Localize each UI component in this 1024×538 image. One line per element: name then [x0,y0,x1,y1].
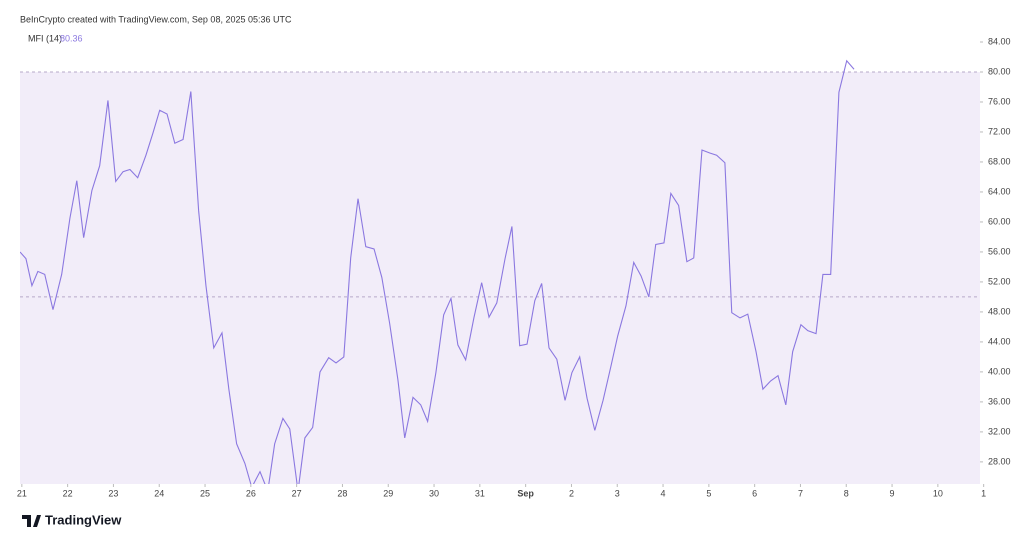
legend-value: 80.36 [60,33,83,43]
x-tick-label: 29 [383,488,393,498]
x-tick-label: 4 [661,488,666,498]
y-tick-label: 68.00 [988,156,1011,166]
y-tick-label: 64.00 [988,186,1011,196]
x-tick-label: 26 [246,488,256,498]
x-tick-label: 2 [569,488,574,498]
y-tick-label: 80.00 [988,66,1011,76]
mfi-line [20,59,855,484]
x-tick-label: 8 [844,488,849,498]
band-fill [20,71,980,485]
x-tick-label: 22 [63,488,73,498]
x-tick-label: 21 [17,488,27,498]
y-tick-label: 76.00 [988,96,1011,106]
y-tick-label: 60.00 [988,216,1011,226]
x-tick-label: 3 [615,488,620,498]
y-tick-label: 44.00 [988,336,1011,346]
x-tick-label: 6 [752,488,757,498]
x-tick-label: 31 [475,488,485,498]
legend-label: MFI (14) [28,33,62,43]
x-tick-label: 10 [933,488,943,498]
x-tick-label: 9 [890,488,895,498]
y-tick-label: 40.00 [988,366,1011,376]
x-tick-label: 23 [108,488,118,498]
chart-header: BeInCrypto created with TradingView.com,… [20,14,292,24]
x-tick-label: 5 [706,488,711,498]
x-tick-label: 24 [154,488,164,498]
x-tick-label: 7 [798,488,803,498]
y-tick-label: 72.00 [988,126,1011,136]
watermark-logo: TradingView [22,512,122,527]
y-tick-label: 48.00 [988,306,1011,316]
y-tick-label: 32.00 [988,426,1011,436]
logo-text: TradingView [45,512,122,527]
y-tick-label: 28.00 [988,456,1011,466]
y-tick-label: 36.00 [988,396,1011,406]
x-tick-label: 27 [292,488,302,498]
logo-icon [22,515,41,527]
y-tick-label: 56.00 [988,246,1011,256]
x-tick-label: 30 [429,488,439,498]
y-tick-label: 84.00 [988,36,1011,46]
y-tick-label: 52.00 [988,276,1011,286]
x-tick-label: 25 [200,488,210,498]
x-tick-label: Sep [517,488,534,498]
x-tick-label: 1 [981,488,986,498]
x-tick-label: 28 [337,488,347,498]
